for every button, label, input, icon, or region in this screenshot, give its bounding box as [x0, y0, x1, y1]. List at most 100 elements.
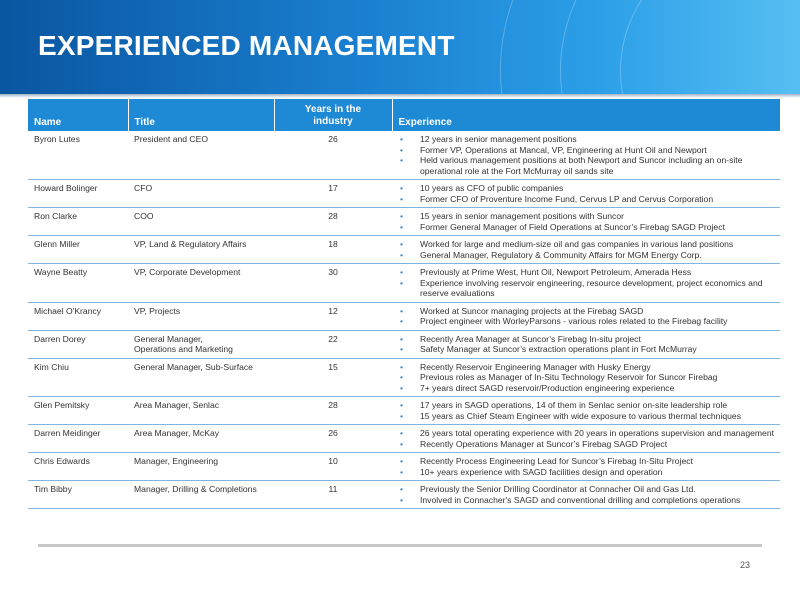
table-row: Glen Pemitsky Area Manager, Senlac 28 • 17 y… [28, 396, 780, 425]
cell-years: 26 [274, 131, 392, 180]
cell-name: Darren Dorey [28, 330, 128, 359]
experience-text: 15 years as Chief Steam Engineer with wi… [420, 410, 742, 421]
cell-title-line: CFO [134, 183, 153, 193]
bullet-icon: • [400, 134, 404, 144]
cell-title-line: Operations and Marketing [134, 344, 233, 354]
bullet-icon: • [400, 494, 404, 505]
cell-experience: • 17 years in SAGD operations, 14 of them… [392, 396, 780, 425]
bullet-icon: • [400, 305, 404, 316]
experience-text: Recently Process Engineering Lead for Su… [420, 456, 693, 466]
bullet-icon: • [400, 183, 404, 193]
experience-text: Experience involving reservoir engineeri… [420, 277, 763, 299]
experience-item: • 26 years total operating experience wit… [398, 428, 774, 439]
cell-years: 12 [274, 302, 392, 331]
cell-title-line: General Manager, Sub-Surface [134, 361, 253, 372]
cell-years: 30 [274, 263, 392, 303]
experience-item: • 7+ years direct SAGD reservoir/Producti… [398, 383, 774, 394]
cell-name: Ron Clarke [28, 207, 128, 236]
banner-shadow [0, 94, 800, 98]
experience-item: • Former CFO of Proventure Income Fund, C… [398, 194, 774, 205]
experience-text: Former General Manager of Field Operatio… [420, 221, 725, 232]
cell-title-line: Area Manager, Senlac [134, 400, 220, 410]
experience-item: • Former VP, Operations at Mancal, VP, En… [398, 145, 774, 156]
bullet-icon: • [400, 267, 404, 277]
bullet-icon: • [400, 484, 404, 494]
experience-text: Safety Manager at Suncor’s extraction op… [420, 344, 697, 354]
column-header-name: Name [28, 99, 129, 131]
experience-list: • 15 years in senior management positions… [398, 211, 774, 232]
cell-title: Area Manager, McKay [128, 424, 274, 453]
experience-text: Held various management positions at bot… [420, 155, 743, 176]
cell-years: 26 [274, 424, 392, 453]
table-row: Howard Bolinger CFO 17 • 10 years as CFO of … [28, 179, 780, 208]
page-title: EXPERIENCED MANAGEMENT [38, 30, 455, 61]
experience-list: • Previously the Senior Drilling Coordina… [398, 484, 774, 505]
cell-years: 11 [274, 480, 392, 509]
cell-experience: • Recently Area Manager at Suncor’s Fireb… [392, 330, 780, 359]
cell-years: 22 [274, 330, 392, 359]
bullet-icon: • [400, 333, 404, 344]
cell-experience: • Recently Reservoir Engineering Manager … [392, 358, 780, 397]
column-header-years: Years in the industry [274, 99, 393, 131]
decorative-ring [620, 0, 800, 94]
experience-item: • Recently Reservoir Engineering Manager … [398, 362, 774, 373]
cell-name: Tim Bibby [28, 480, 128, 509]
bullet-icon: • [400, 193, 404, 204]
bullet-icon: • [400, 316, 404, 326]
cell-experience: • Previously the Senior Drilling Coordina… [392, 480, 780, 509]
cell-title: CFO [128, 179, 274, 208]
experience-list: • 12 years in senior management positions… [398, 134, 774, 176]
experience-item: • Recently Operations Manager at Suncor’s… [398, 439, 774, 450]
table-row: Michael O'Krancy VP, Projects 12 • Worked at… [28, 302, 780, 331]
bullet-icon: • [400, 456, 404, 466]
experience-item: • Former General Manager of Field Operati… [398, 222, 774, 233]
experience-item: • 10+ years experience with SAGD faciliti… [398, 467, 774, 478]
experience-item: • Recently Process Engineering Lead for S… [398, 456, 774, 467]
cell-name: Glen Pemitsky [28, 396, 128, 425]
experience-item: • Recently Area Manager at Suncor’s Fireb… [398, 334, 774, 345]
cell-title-line: VP, Land & Regulatory Affairs [134, 239, 247, 249]
cell-years: 18 [274, 235, 392, 264]
cell-title-line: General Manager, [134, 333, 203, 344]
cell-title-line: VP, Projects [134, 305, 181, 316]
experience-text: Recently Operations Manager at Suncor’s … [420, 438, 668, 449]
experience-item: • 15 years as Chief Steam Engineer with w… [398, 411, 774, 422]
bullet-icon: • [400, 428, 404, 438]
experience-list: • 10 years as CFO of public companies • For… [398, 183, 774, 204]
table-row: Darren Dorey General Manager, Operations a… [28, 330, 780, 359]
experience-text: Previously at Prime West, Hunt Oil, Newp… [420, 267, 692, 277]
table-row: Glenn Miller VP, Land & Regulatory Affair… [28, 235, 780, 264]
page-number: 23 [740, 560, 751, 570]
table-row: Tim Bibby Manager, Drilling & Completions… [28, 480, 780, 509]
bullet-icon: • [400, 372, 404, 382]
cell-years: 10 [274, 452, 392, 481]
cell-years: 28 [274, 207, 392, 236]
bullet-icon: • [400, 249, 404, 260]
experience-text: Former CFO of Proventure Income Fund, Ce… [420, 193, 714, 204]
experience-text: 10 years as CFO of public companies [420, 183, 564, 193]
cell-name: Chris Edwards [28, 452, 128, 481]
experience-text: Recently Area Manager at Suncor’s Fireba… [420, 333, 641, 344]
bullet-icon: • [400, 382, 404, 393]
experience-list: • Worked at Suncor managing projects at t… [398, 306, 774, 327]
cell-title: President and CEO [128, 131, 274, 180]
cell-title: VP, Land & Regulatory Affairs [128, 235, 274, 264]
table-row: Darren Meidinger Area Manager, McKay 26 • 26… [28, 424, 780, 453]
cell-name: Byron Lutes [28, 131, 128, 180]
experience-item: • Experience involving reservoir engineer… [398, 278, 774, 299]
experience-list: • Previously at Prime West, Hunt Oil, New… [398, 267, 774, 299]
column-header-experience: Experience [392, 99, 781, 131]
bullet-icon: • [400, 438, 404, 449]
experience-text: Worked at Suncor managing projects at th… [420, 305, 644, 316]
cell-title: Area Manager, Senlac [128, 396, 274, 425]
bullet-icon: • [400, 344, 404, 354]
bullet-icon: • [400, 400, 404, 410]
cell-title-line: Manager, Engineering [134, 456, 219, 466]
experience-text: Worked for large and medium-size oil and… [420, 239, 734, 249]
experience-item: • 17 years in SAGD operations, 14 of them… [398, 400, 774, 411]
cell-years: 28 [274, 396, 392, 425]
cell-name: Kim Chiu [28, 358, 128, 397]
experience-list: • Worked for large and medium-size oil an… [398, 239, 774, 260]
experience-text: 17 years in SAGD operations, 14 of them … [420, 400, 728, 410]
experience-item: • Held various management positions at bo… [398, 155, 774, 176]
